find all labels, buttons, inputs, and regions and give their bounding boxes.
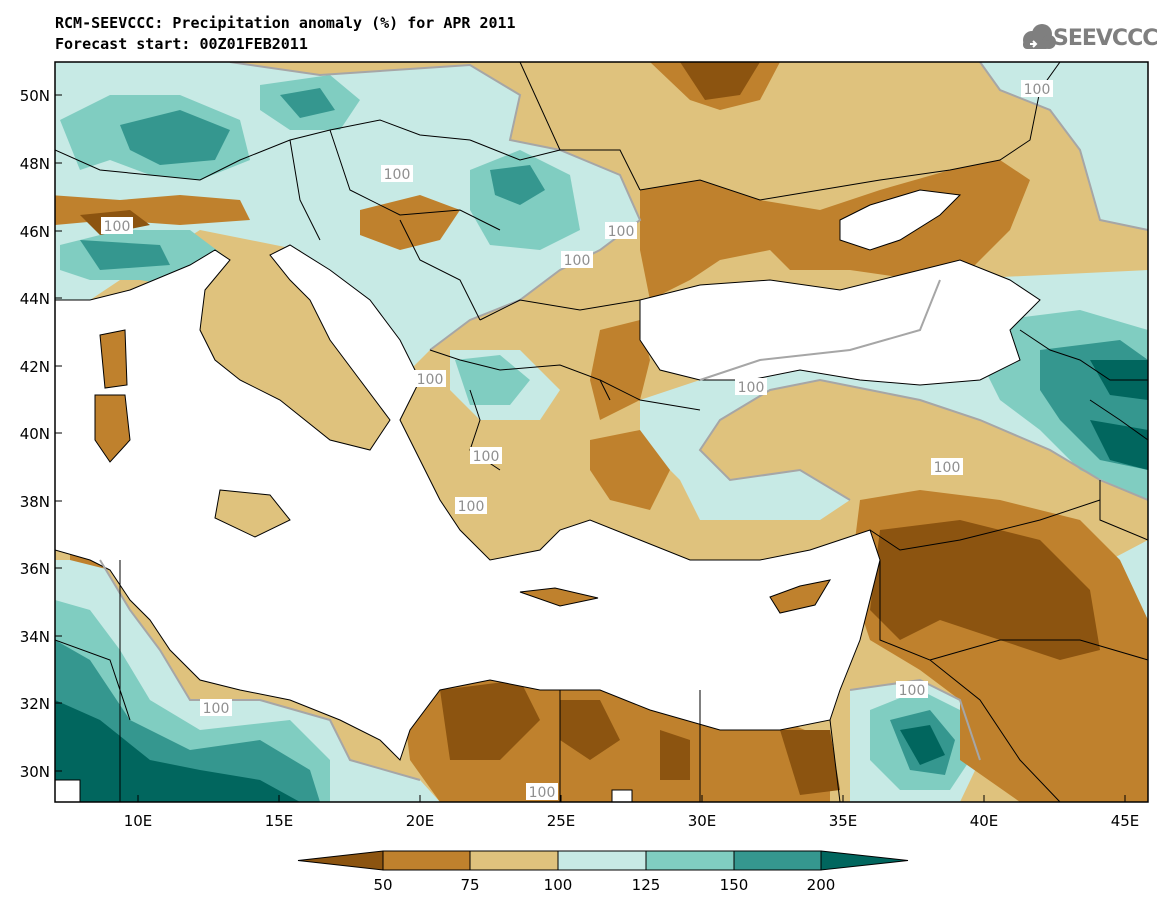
svg-text:100: 100 [738, 380, 765, 396]
logo-text: SEEVCCC [1053, 26, 1158, 51]
lat-label: 44N [19, 290, 50, 308]
svg-text:100: 100 [529, 785, 556, 801]
lat-label: 46N [19, 223, 50, 241]
svg-text:100: 100 [384, 167, 411, 183]
lon-label: 45E [1110, 812, 1140, 830]
colorbar-tick-label: 200 [806, 876, 836, 894]
contour-label: 100 [455, 497, 487, 515]
contour-label: 100 [470, 447, 502, 465]
lon-label: 40E [969, 812, 999, 830]
axis-ticks [55, 94, 1126, 802]
svg-text:100: 100 [104, 219, 131, 235]
lat-label: 38N [19, 493, 50, 511]
colorbar-tick-label: 150 [719, 876, 749, 894]
colorbar-tick-label: 75 [460, 876, 480, 894]
lat-label: 30N [19, 763, 50, 781]
lon-label: 35E [828, 812, 858, 830]
svg-text:100: 100 [417, 372, 444, 388]
contour-label: 100 [735, 378, 767, 396]
contour-label: 100 [931, 458, 963, 476]
map-title: RCM-SEEVCCC: Precipitation anomaly (%) f… [55, 14, 516, 32]
contour-label: 100 [561, 251, 593, 269]
svg-text:100: 100 [608, 224, 635, 240]
lon-label: 15E [264, 812, 294, 830]
cloud-logo-icon [1023, 24, 1056, 49]
lon-label: 10E [123, 812, 153, 830]
svg-text:100: 100 [899, 683, 926, 699]
lat-label: 32N [19, 695, 50, 713]
contour-label: 100 [200, 699, 232, 717]
country-borders [55, 62, 1148, 802]
contour-label: 100 [605, 222, 637, 240]
lat-label: 50N [19, 87, 50, 105]
lon-label: 30E [687, 812, 717, 830]
lat-label: 36N [19, 560, 50, 578]
svg-text:100: 100 [564, 253, 591, 269]
colorbar-tick-label: 50 [373, 876, 393, 894]
contour-labels: 100 100 100 100 100 100 100 100 100 100 … [101, 80, 1053, 801]
contour-label: 100 [414, 370, 446, 388]
anomaly-below-50-regions [80, 62, 1100, 795]
lat-label: 34N [19, 628, 50, 646]
contour-label: 100 [526, 783, 558, 801]
lat-label: 40N [19, 425, 50, 443]
lon-label: 25E [546, 812, 576, 830]
svg-text:100: 100 [458, 499, 485, 515]
lat-label: 48N [19, 155, 50, 173]
contour-label: 100 [1021, 80, 1053, 98]
lon-label: 20E [405, 812, 435, 830]
colorbar-tick-label: 125 [631, 876, 661, 894]
svg-text:100: 100 [1024, 82, 1051, 98]
map-frame [54, 61, 1149, 803]
contour-label: 100 [101, 217, 133, 235]
islands [94, 329, 832, 614]
forecast-start-subtitle: Forecast start: 00Z01FEB2011 [55, 35, 308, 53]
svg-text:100: 100 [203, 701, 230, 717]
svg-text:100: 100 [473, 449, 500, 465]
contour-label: 100 [381, 165, 413, 183]
svg-text:100: 100 [934, 460, 961, 476]
lat-label: 42N [19, 358, 50, 376]
contour-label: 100 [896, 681, 928, 699]
colorbar-tick-label: 100 [543, 876, 573, 894]
